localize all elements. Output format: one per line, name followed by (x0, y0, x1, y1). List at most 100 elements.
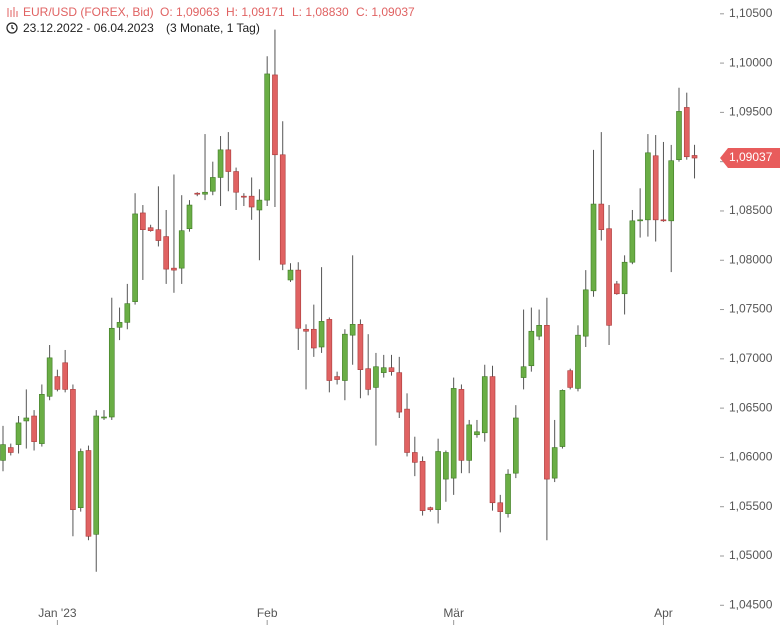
y-tick-label: 1,05500 (729, 499, 773, 513)
candle-body (132, 213, 138, 302)
candle-body (342, 333, 348, 381)
candle-body (264, 73, 270, 201)
candle-body (598, 203, 605, 230)
candle-body (194, 192, 201, 195)
candle-body (466, 424, 473, 461)
candle-body (124, 303, 131, 323)
candle-body (70, 389, 76, 510)
candle-body (256, 199, 263, 211)
candle-body (77, 451, 84, 508)
candle-body (334, 376, 340, 380)
x-tick-label: Feb (257, 606, 278, 620)
candle-body (637, 219, 643, 222)
candle-body (404, 408, 410, 453)
ohlc-open: O: 1,09063 (160, 5, 220, 19)
candle-body (272, 74, 278, 156)
y-tick-label: 1,06000 (729, 450, 773, 464)
candle-body (660, 219, 667, 222)
y-tick-label: 1,07000 (729, 351, 773, 365)
candle-body (171, 267, 177, 271)
candle-body (0, 444, 6, 461)
candle-body (54, 376, 61, 390)
candle-body (7, 447, 14, 453)
candle-body (590, 203, 597, 292)
y-tick-label: 1,10500 (729, 6, 773, 20)
candle-body (147, 227, 154, 231)
x-tick-label: Jan '23 (38, 606, 77, 620)
candle-body (614, 283, 620, 295)
candle-body (225, 149, 232, 172)
candle-body (140, 212, 146, 230)
candle-body (458, 389, 465, 461)
candle-body (46, 357, 53, 397)
ohlc-close: C: 1,09037 (356, 5, 415, 19)
candle-body (567, 370, 574, 388)
span: (3 Monate, 1 Tag) (166, 21, 260, 35)
candle-body (326, 319, 333, 381)
candle-body (310, 328, 317, 349)
candle-body (279, 154, 286, 265)
candle-body (450, 388, 457, 479)
candle-body (318, 321, 325, 348)
candle-body (388, 367, 395, 372)
candle-body (303, 328, 309, 332)
candle-body (528, 330, 535, 367)
candle-body (544, 325, 550, 480)
candle-body (241, 195, 247, 198)
x-tick-label: Apr (654, 606, 673, 620)
period: 23.12.2022 - 06.04.2023 (23, 21, 154, 35)
candle-body (209, 177, 216, 192)
candle-body (412, 452, 418, 463)
y-tick-label: 1,06500 (729, 400, 773, 414)
candle-body (419, 461, 426, 511)
candle-body (116, 322, 123, 328)
candle-body (575, 334, 581, 389)
candle-body (513, 417, 519, 474)
candle-body (582, 289, 589, 337)
candle-body (163, 236, 169, 270)
candle-body (217, 149, 224, 178)
candle-body (691, 155, 698, 159)
candle-body (520, 366, 527, 378)
y-tick-label: 1,07500 (729, 302, 773, 316)
candle-body (505, 473, 511, 514)
ohlc-high: H: 1,09171 (226, 5, 285, 19)
clock-icon (6, 22, 18, 34)
candle-body (108, 327, 115, 418)
candle-body (31, 415, 37, 442)
y-tick-label: 1,08000 (729, 252, 773, 266)
last-price-label: 1,09037 (729, 150, 773, 164)
candle-body (551, 447, 558, 479)
candle-body (629, 220, 636, 263)
symbol-icon (7, 7, 18, 17)
candle-body (39, 394, 45, 444)
ohlc-low: L: 1,08830 (292, 5, 349, 19)
candle-body (474, 431, 480, 436)
y-tick-label: 1,04500 (729, 597, 773, 611)
candle-body (93, 415, 100, 535)
candle-body (621, 261, 628, 295)
candle-body (295, 269, 302, 329)
candle-body (606, 228, 612, 326)
candle-body (365, 368, 371, 390)
candle-body (683, 107, 690, 158)
candle-body (202, 191, 208, 195)
candle-body (357, 324, 364, 370)
candle-body (497, 502, 504, 512)
candle-body (62, 362, 68, 390)
candle-body (435, 451, 441, 510)
candle-body (481, 376, 488, 434)
candle-body (645, 152, 651, 221)
candle-body (380, 367, 387, 373)
candle-body (349, 324, 356, 336)
candle-body (489, 376, 496, 504)
candle-body (186, 204, 193, 230)
candle-body (559, 390, 566, 447)
y-tick-label: 1,08500 (729, 203, 773, 217)
candle-body (101, 416, 107, 419)
candle-body (536, 325, 542, 337)
candle-body (178, 230, 185, 269)
candle-body (396, 372, 403, 413)
candle-body (676, 111, 682, 161)
